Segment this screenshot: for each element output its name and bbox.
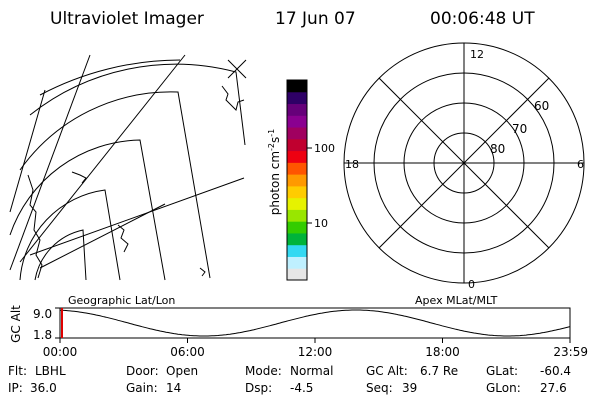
colorbar-cell — [287, 162, 307, 175]
time-label: 00:06:48 UT — [430, 9, 535, 29]
colorbar-cell — [287, 115, 307, 128]
altitude-plot-frame — [59, 307, 571, 339]
lat-circle — [29, 63, 246, 146]
altitude-axis-label: GC Alt — [9, 305, 23, 343]
door-label: Door: — [126, 364, 159, 378]
altitude-curve — [59, 309, 571, 337]
glon-label: GLon: — [486, 381, 521, 395]
lat-circle — [9, 139, 166, 281]
meridian — [29, 177, 245, 256]
colorbar-cell — [287, 244, 307, 257]
mlt-label-0: 0 — [468, 278, 475, 291]
coast-fragment — [221, 85, 245, 111]
colorbar-frame — [286, 79, 308, 281]
mlt-diagonal-line — [378, 77, 550, 249]
xtick-label: 18:00 — [425, 345, 460, 359]
meridian — [9, 89, 46, 213]
left-panel-caption: Geographic Lat/Lon — [68, 294, 175, 307]
gc-alt-value: 6.7 Re — [420, 364, 458, 378]
lat-label-70: 70 — [512, 122, 527, 136]
mlt-label-12: 12 — [470, 48, 484, 61]
colorbar-s: s — [268, 137, 282, 143]
mlt-label-18: 18 — [345, 158, 359, 171]
coast-fragment — [227, 59, 247, 79]
lat-circle — [19, 91, 211, 279]
date-label: 17 Jun 07 — [275, 9, 356, 29]
right-panel-caption: Apex MLat/MLT — [415, 294, 498, 307]
colorbar-unit: photon cm — [268, 151, 282, 215]
mlt-label-6: 6 — [577, 158, 584, 171]
ip-label: IP: — [8, 381, 23, 395]
colorbar-cell — [287, 80, 307, 93]
gain-label: Gain: — [126, 381, 158, 395]
xtick-label: 00:00 — [43, 345, 78, 359]
xtick-label: 12:00 — [298, 345, 333, 359]
gc-alt-label: GC Alt: — [366, 364, 408, 378]
ytick-label-min: 1.8 — [33, 328, 52, 342]
xtick-label: 06:00 — [170, 345, 205, 359]
mode-label: Mode: — [245, 364, 282, 378]
colorbar-cell — [287, 209, 307, 222]
meridian — [19, 54, 186, 263]
geographic-map — [9, 54, 247, 281]
colorbar-cell — [287, 256, 307, 269]
colorbar-cell — [287, 268, 307, 281]
colorbar-exp1: -2 — [267, 143, 276, 151]
status-block: Flt: LBHL IP: 36.0 Door: Open Gain: 14 M… — [8, 364, 571, 395]
seq-value: 39 — [402, 381, 417, 395]
xtick-label: 23:59 — [553, 345, 588, 359]
colorbar-exp2: -1 — [267, 129, 276, 137]
lat-label-80: 80 — [490, 142, 505, 156]
colorbar-tick-label: 100 — [314, 142, 335, 155]
dsp-label: Dsp: — [245, 381, 272, 395]
coast-fragment — [199, 267, 206, 277]
seq-label: Seq: — [366, 381, 393, 395]
glon-value: 27.6 — [540, 381, 567, 395]
colorbar-cell — [287, 174, 307, 187]
mode-value: Normal — [290, 364, 333, 378]
lat-circle — [34, 229, 87, 281]
colorbar-cell — [287, 232, 307, 246]
coast-fragment — [27, 174, 43, 279]
glat-label: GLat: — [486, 364, 518, 378]
gain-value: 14 — [166, 381, 181, 395]
colorbar-tick-label: 10 — [314, 217, 328, 230]
coast-fragment — [117, 224, 129, 253]
meridian — [9, 54, 91, 271]
filter-label: Flt: — [8, 364, 27, 378]
colorbar-cell — [287, 127, 307, 140]
door-value: Open — [166, 364, 198, 378]
colorbar-cell — [287, 150, 307, 163]
coast-fragment — [71, 171, 87, 184]
lat-label-60: 60 — [534, 99, 549, 113]
ip-value: 36.0 — [30, 381, 57, 395]
glat-value: -60.4 — [540, 364, 571, 378]
instrument-title: Ultraviolet Imager — [50, 9, 204, 29]
colorbar-cell — [287, 197, 307, 210]
colorbar-cell — [287, 91, 307, 105]
colorbar-cell — [287, 185, 307, 199]
ytick-label-max: 9.0 — [33, 307, 52, 321]
dsp-value: -4.5 — [290, 381, 313, 395]
colorbar-cell — [287, 138, 307, 152]
polar-plot: 12 18 6 0 60 70 80 — [343, 42, 585, 291]
colorbar-unit-label: photon cm-2s-1 — [267, 129, 282, 216]
lat-circle — [39, 59, 181, 96]
colorbar-cell — [287, 103, 307, 116]
meridian — [39, 203, 166, 269]
lat-circle — [19, 189, 121, 281]
filter-value: LBHL — [35, 364, 66, 378]
colorbar-cell — [287, 221, 307, 234]
altitude-plot: 9.0 1.8 GC Alt 00:00 06:00 12:00 18:00 23:59 — [9, 305, 588, 359]
colorbar: 100 10 photon cm-2s-1 — [267, 79, 335, 281]
